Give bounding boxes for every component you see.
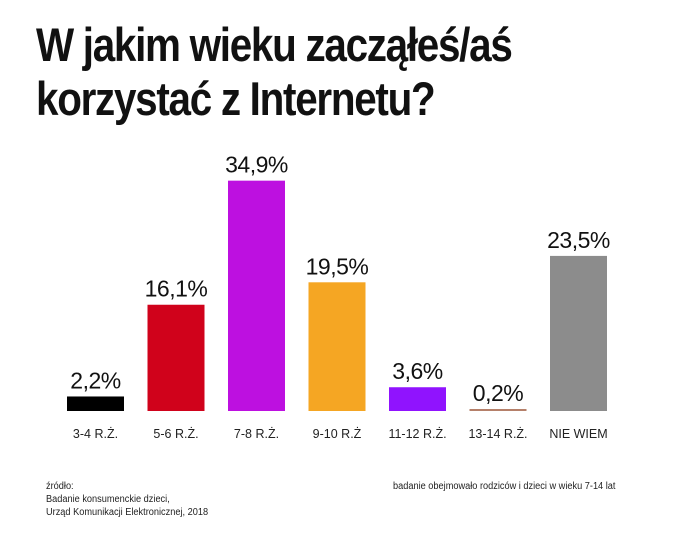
title-line-1: W jakim wieku zacząłeś/aś <box>36 18 513 71</box>
category-label-1: 3-4 R.Ż. <box>73 427 118 441</box>
value-label-2: 16,1% <box>145 276 208 302</box>
value-label-7: 23,5% <box>547 227 610 253</box>
value-label-5: 3,6% <box>392 358 442 384</box>
source-label: źródło: <box>46 481 74 492</box>
category-label-7: NIE WIEM <box>549 427 607 441</box>
bar-4 <box>308 282 366 411</box>
category-label-3: 7-8 R.Ż. <box>234 427 279 441</box>
bar-1 <box>67 396 124 411</box>
bar-5 <box>389 387 446 411</box>
source-note: źródło: Badanie konsumenckie dzieci, Urz… <box>46 480 208 519</box>
value-label-4: 19,5% <box>306 253 369 279</box>
category-label-2: 5-6 R.Ż. <box>153 427 198 441</box>
value-label-1: 2,2% <box>70 367 120 393</box>
value-label-3: 34,9% <box>225 152 288 178</box>
survey-note: badanie obejmowało rodziców i dzieci w w… <box>393 481 616 492</box>
bar-7 <box>550 255 607 411</box>
category-label-4: 9-10 R.Ż <box>313 427 362 441</box>
source-line-2: Urząd Komunikacji Elektronicznej, 2018 <box>46 507 209 518</box>
bar-chart: 2,2% 3-4 R.Ż. 16,1% 5-6 R.Ż. 34,9% 7-8 R.Ż. 19… <box>67 152 610 441</box>
category-label-6: 13-14 R.Ż. <box>468 427 527 441</box>
value-label-6: 0,2% <box>473 380 523 406</box>
bar-2 <box>147 304 205 411</box>
category-label-5: 11-12 R.Ż. <box>388 427 446 441</box>
bar-3 <box>228 180 285 411</box>
chart-title: W jakim wieku zacząłeś/aś korzystać z In… <box>36 18 569 126</box>
bar-6 <box>469 409 527 411</box>
title-line-2: korzystać z Internetu? <box>36 72 436 125</box>
source-line-1: Badanie konsumenckie dzieci, <box>46 494 170 505</box>
